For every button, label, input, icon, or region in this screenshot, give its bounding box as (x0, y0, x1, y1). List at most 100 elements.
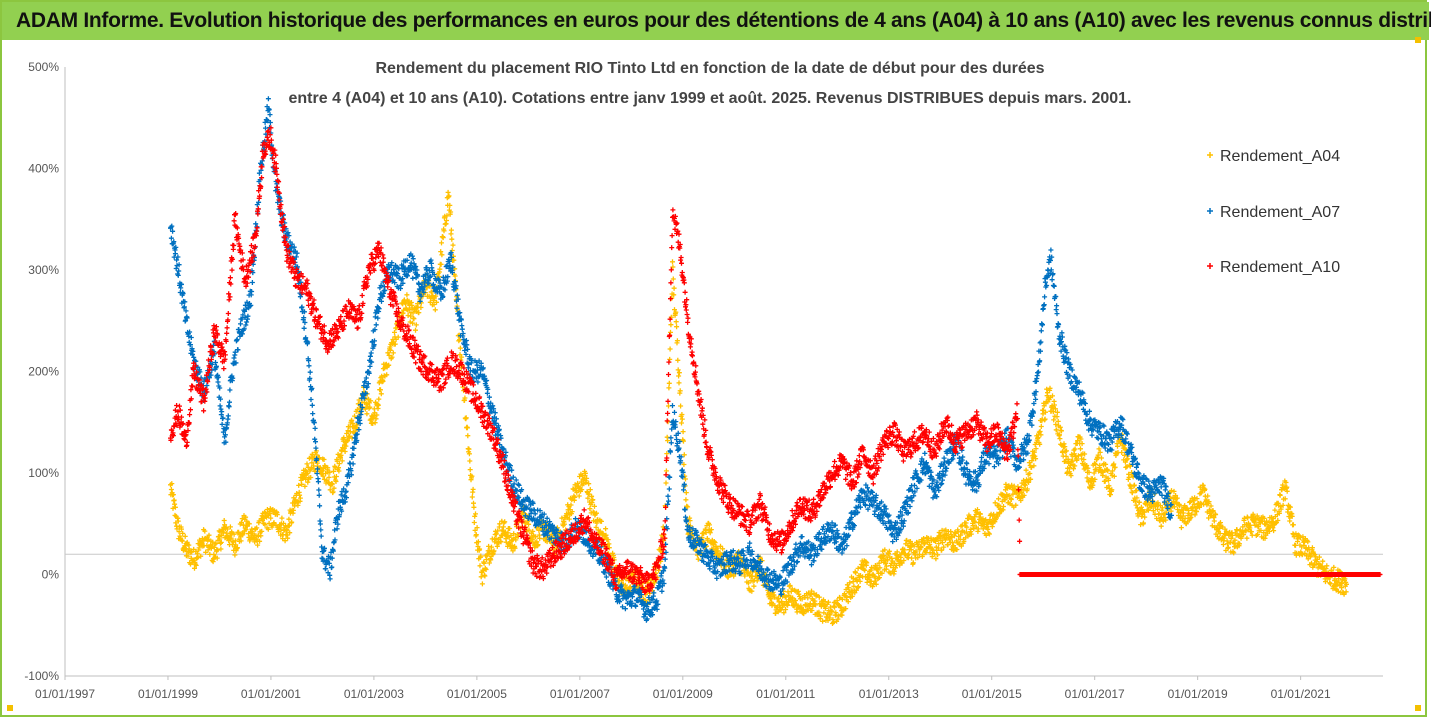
data-point (751, 583, 757, 589)
data-point (799, 596, 805, 602)
data-point (444, 218, 449, 223)
data-point (329, 481, 335, 487)
data-point (793, 598, 798, 603)
data-point (585, 495, 591, 501)
data-point (536, 527, 542, 533)
data-point (1078, 446, 1083, 452)
data-point (286, 523, 292, 529)
data-point (1001, 504, 1006, 509)
data-point (594, 510, 599, 516)
data-point (309, 402, 315, 408)
data-point (478, 553, 484, 559)
data-point (408, 260, 414, 266)
data-point (705, 537, 711, 543)
data-point (1038, 432, 1044, 438)
data-point (227, 399, 232, 405)
data-point (1103, 461, 1109, 467)
data-point (679, 416, 685, 422)
data-point (410, 256, 416, 262)
data-point (1049, 403, 1055, 409)
x-tick-label: 01/01/2007 (550, 687, 610, 701)
data-point (380, 378, 386, 384)
data-point (498, 539, 504, 545)
x-tick-label: 01/01/2019 (1168, 687, 1228, 701)
data-point (1057, 436, 1063, 442)
data-point (392, 341, 398, 347)
data-point (243, 527, 249, 533)
data-point (1085, 465, 1091, 471)
data-point (219, 409, 225, 415)
data-point (985, 526, 991, 532)
data-point (1019, 490, 1025, 496)
data-point (873, 581, 879, 587)
data-point (821, 610, 827, 616)
data-point (707, 530, 713, 536)
data-point (918, 545, 924, 550)
data-point (856, 584, 861, 590)
data-point (681, 462, 687, 467)
data-point (675, 357, 681, 363)
data-point (561, 521, 567, 527)
data-point (1032, 453, 1038, 459)
data-point (218, 406, 224, 412)
y-tick-label: 300% (28, 263, 59, 277)
data-point (568, 502, 574, 508)
data-point (1290, 522, 1296, 528)
data-point (307, 369, 313, 375)
data-point (472, 527, 478, 533)
data-point (486, 560, 492, 566)
data-point (450, 242, 456, 248)
data-point (829, 608, 835, 614)
data-point (1099, 455, 1104, 461)
data-point (341, 435, 347, 441)
data-point (667, 356, 673, 362)
data-point (457, 345, 463, 351)
data-point (221, 518, 227, 523)
data-point (378, 391, 384, 397)
data-point (534, 539, 540, 545)
data-point (464, 425, 470, 431)
data-point (1042, 416, 1048, 422)
data-point (316, 492, 322, 498)
data-point (1024, 486, 1030, 492)
data-point (188, 548, 194, 554)
data-point (877, 575, 882, 581)
data-point (218, 546, 224, 552)
data-point (1008, 497, 1014, 502)
data-point (202, 528, 208, 534)
data-point (469, 494, 475, 500)
data-point (439, 252, 445, 258)
data-point (1061, 441, 1067, 447)
data-point (533, 534, 539, 540)
data-point (505, 530, 511, 536)
data-point (410, 320, 416, 326)
data-point (225, 526, 230, 532)
data-point (783, 607, 789, 612)
data-point (1072, 463, 1078, 469)
data-point (683, 476, 688, 482)
data-point (367, 353, 373, 359)
title-banner: ADAM Informe. Evolution historique des p… (2, 2, 1431, 40)
data-point (427, 283, 433, 289)
data-point (1084, 463, 1090, 468)
data-point (325, 465, 331, 471)
data-point (667, 346, 673, 352)
data-point (494, 543, 500, 549)
data-point (948, 531, 954, 537)
x-tick-label: 01/01/2005 (447, 687, 507, 701)
data-point (805, 595, 811, 601)
data-point (228, 535, 234, 541)
data-point (271, 520, 277, 526)
data-point (813, 602, 819, 608)
data-point (870, 584, 875, 590)
data-point (238, 321, 243, 327)
data-point (785, 602, 791, 608)
data-point (445, 189, 451, 195)
data-point (846, 585, 852, 591)
data-point (1022, 481, 1027, 487)
data-point (664, 451, 670, 457)
data-point (670, 276, 676, 282)
data-point (1062, 444, 1068, 450)
data-point (226, 404, 232, 410)
data-point (964, 461, 970, 467)
